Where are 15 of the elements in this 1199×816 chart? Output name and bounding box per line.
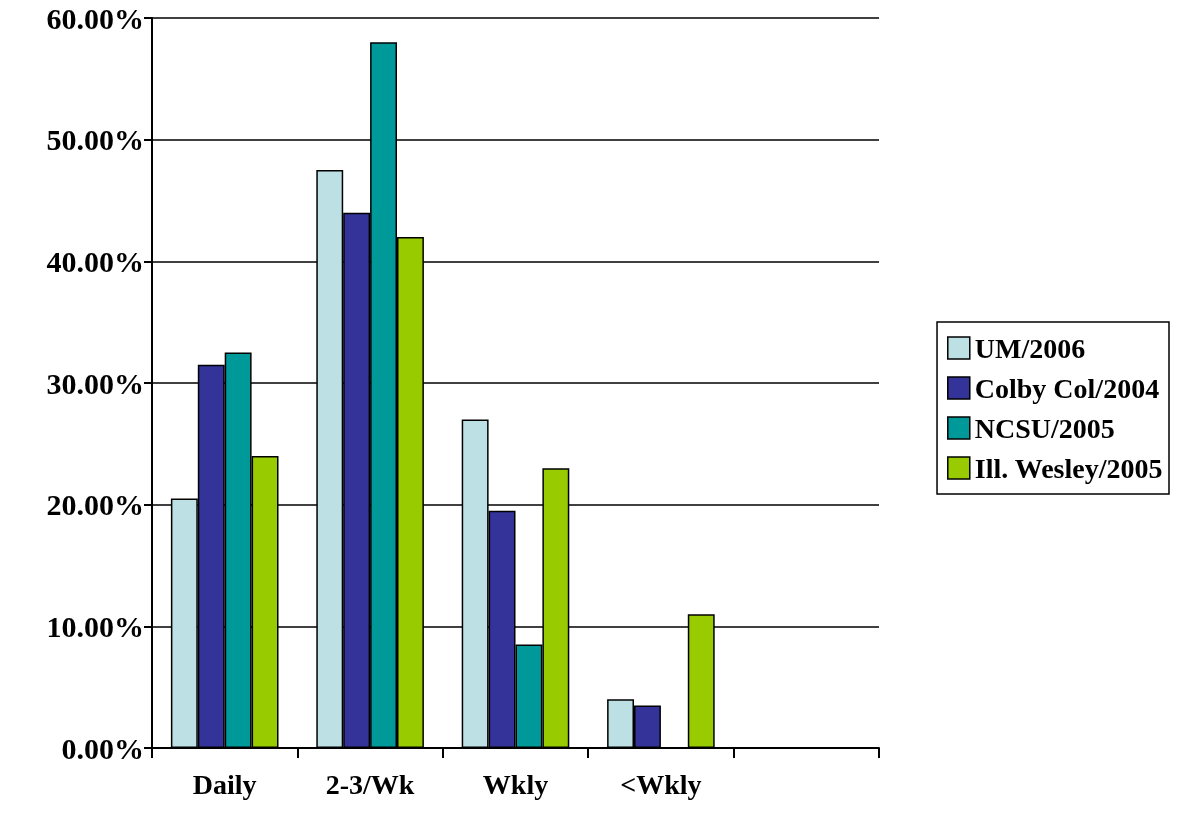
legend-label: Colby Col/2004 [974,372,1160,404]
x-tick-label: Daily [192,768,257,800]
legend-label: UM/2006 [974,332,1086,364]
y-tick-label: 10.00% [46,609,144,643]
legend-label: Ill. Wesley/2005 [974,452,1163,484]
legend-label: NCSU/2005 [974,412,1115,444]
y-tick-label: 40.00% [46,244,144,278]
y-tick-label: 0.00% [61,731,144,765]
y-tick-label: 60.00% [46,1,144,35]
y-tick-label: 50.00% [46,123,144,157]
x-tick-label: <Wkly [620,768,702,800]
x-tick-label: 2-3/Wk [325,768,415,800]
y-tick-label: 20.00% [46,488,144,522]
x-tick-label: Wkly [482,768,549,800]
y-tick-label: 30.00% [46,366,144,400]
